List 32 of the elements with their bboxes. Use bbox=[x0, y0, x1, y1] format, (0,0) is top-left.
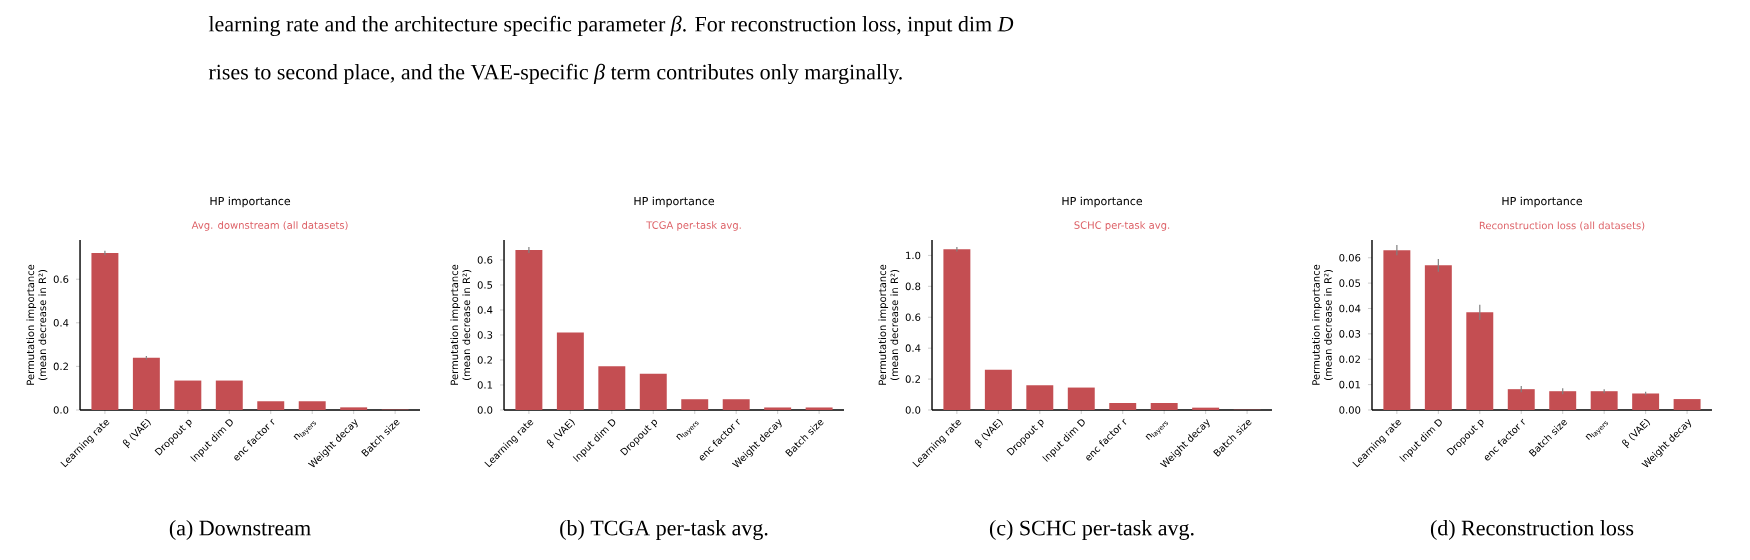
bar bbox=[1507, 389, 1535, 410]
bar bbox=[1632, 393, 1660, 410]
bar bbox=[132, 357, 160, 410]
bar bbox=[681, 399, 709, 410]
bar bbox=[215, 380, 243, 410]
bar bbox=[1383, 250, 1411, 410]
bar bbox=[556, 332, 584, 410]
bar bbox=[598, 366, 626, 410]
text: (d) Reconstruction loss bbox=[1430, 520, 1634, 540]
bar bbox=[722, 399, 750, 410]
text: learning rate and the architecture specific parameter β. For reconstruction loss, input dim D bbox=[208, 15, 1014, 37]
bar bbox=[639, 373, 667, 410]
text: (c) SCHC per-task avg. bbox=[989, 519, 1194, 540]
text: (b) TCGA per-task avg. bbox=[560, 519, 768, 540]
bar bbox=[1424, 265, 1452, 410]
bar bbox=[984, 369, 1012, 410]
bar bbox=[1590, 391, 1618, 410]
bar bbox=[1673, 399, 1701, 410]
bar bbox=[1109, 403, 1137, 410]
bar bbox=[1150, 403, 1178, 410]
bar bbox=[1549, 391, 1577, 410]
bar bbox=[91, 253, 119, 410]
bar bbox=[1067, 387, 1095, 410]
bar bbox=[943, 249, 971, 410]
bar bbox=[257, 401, 285, 410]
text: rises to second place, and the VAE-specific β term contributes only marginally. bbox=[208, 63, 902, 85]
bar bbox=[1466, 312, 1494, 410]
bar bbox=[174, 380, 202, 410]
text: (a) Downstream bbox=[169, 520, 311, 540]
bar bbox=[298, 401, 326, 410]
bar bbox=[515, 249, 543, 410]
bar bbox=[1026, 385, 1054, 410]
